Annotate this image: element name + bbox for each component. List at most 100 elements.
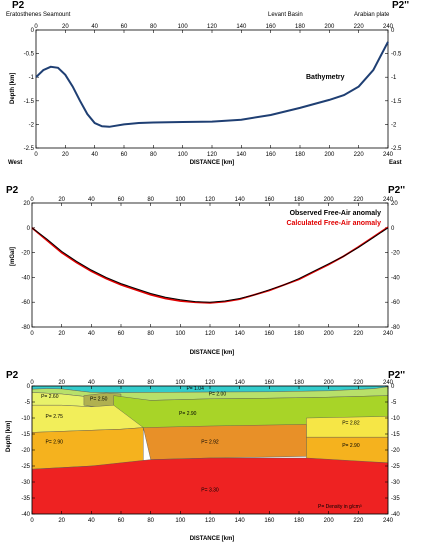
- density-layer-label-8: P= 2.92: [201, 440, 219, 446]
- bathy-xtick-top-label: 200: [324, 24, 335, 30]
- gravity-panel: P2 P2'' 0 20 40 60 80 100 120 140 160 180 200 220 24…: [6, 185, 405, 356]
- model-x-ticks-bottom: 0 20 40 60 80 100 120 140 160 180 200 220 240: [30, 511, 394, 524]
- bathy-ytick-left-label: -1: [29, 75, 35, 81]
- density-layer-label-7: P= 2.90: [46, 440, 64, 446]
- density-layer-label-6: P= 2.82: [342, 420, 360, 426]
- model-xtick-bottom-label: 0: [30, 518, 34, 524]
- model-ytick-left-label: -5: [25, 400, 31, 406]
- bathy-ytick-left-label: -2.5: [24, 146, 35, 152]
- grav-xtick-bottom-label: 120: [205, 331, 216, 337]
- grav-xtick-top-label: 140: [235, 197, 246, 203]
- bathy-plot-frame: [35, 29, 389, 149]
- model-xtick-top-label: 60: [118, 380, 125, 386]
- density-panel: P2 P2'' P= 1.04 P= 2.00 P= 2.60 P= 2.50 P= 2…: [6, 370, 405, 542]
- grav-xtick-bottom-label: 20: [58, 331, 65, 337]
- bathy-ytick-right-label: -2.5: [391, 146, 402, 152]
- bathy-xtick-bottom-label: 40: [91, 152, 98, 158]
- bathy-xtick-top-label: 160: [266, 24, 277, 30]
- bathy-ytick-left-label: 0: [31, 28, 35, 34]
- bathy-end-left: West: [8, 160, 22, 166]
- grav-xtick-top-label: 60: [118, 197, 125, 203]
- bathy-corner-right: P2'': [392, 0, 409, 11]
- model-ytick-left-label: 0: [27, 384, 31, 390]
- grav-xtick-top-label: 180: [294, 197, 305, 203]
- grav-ytick-right-label: -40: [391, 275, 400, 281]
- density-layer-labels: P= 1.04 P= 2.00 P= 2.60 P= 2.50 P= 2.90 P= 2.…: [41, 386, 360, 494]
- bathy-y-axis-label: Depth [km]: [10, 73, 16, 104]
- model-xtick-bottom-label: 240: [383, 518, 394, 524]
- grav-xtick-top-label: 220: [353, 197, 364, 203]
- model-ytick-right-label: -40: [391, 512, 400, 518]
- bathy-end-right: East: [389, 160, 402, 166]
- grav-x-axis-label: DISTANCE [km]: [190, 350, 235, 356]
- bathy-ytick-left-label: -0.5: [24, 52, 35, 58]
- bathy-xtick-top-label: 20: [62, 24, 69, 30]
- bathy-xtick-top-label: 240: [383, 24, 394, 30]
- model-xtick-bottom-label: 160: [264, 518, 275, 524]
- model-xtick-top-label: 100: [175, 380, 186, 386]
- model-x-axis-label: DISTANCE [km]: [190, 536, 235, 542]
- bathy-xtick-top-label: 100: [178, 24, 189, 30]
- grav-ytick-right-label: 20: [391, 201, 398, 207]
- grav-ytick-left-label: -20: [21, 251, 30, 257]
- grav-ytick-left-label: 0: [27, 226, 31, 232]
- model-xtick-bottom-label: 200: [324, 518, 335, 524]
- bathy-ytick-right-label: -1.5: [391, 99, 402, 105]
- model-xtick-bottom-label: 100: [175, 518, 186, 524]
- model-xtick-bottom-label: 40: [88, 518, 95, 524]
- model-ytick-left-label: -35: [21, 496, 30, 502]
- bathy-xtick-bottom-label: 180: [295, 152, 306, 158]
- grav-corner-left: P2: [6, 185, 19, 196]
- model-xtick-top-label: 0: [30, 380, 34, 386]
- grav-xtick-top-label: 200: [324, 197, 335, 203]
- bathy-xtick-bottom-label: 20: [62, 152, 69, 158]
- grav-xtick-top-label: 0: [30, 197, 34, 203]
- bathy-ytick-right-label: -1: [391, 75, 397, 81]
- density-layer-label-4: P= 2.90: [179, 411, 197, 417]
- grav-xtick-bottom-label: 100: [175, 331, 186, 337]
- model-ytick-right-label: -20: [391, 448, 400, 454]
- model-ytick-right-label: -35: [391, 496, 400, 502]
- bathy-y-ticks-left: 0 -0.5 -1 -1.5 -2 -2.5: [24, 28, 39, 152]
- model-xtick-top-label: 120: [205, 380, 216, 386]
- model-xtick-bottom-label: 140: [235, 518, 246, 524]
- bathy-ytick-right-label: -0.5: [391, 52, 402, 58]
- bathy-xtick-top-label: 60: [121, 24, 128, 30]
- grav-xtick-top-label: 240: [383, 197, 394, 203]
- grav-xtick-bottom-label: 80: [147, 331, 154, 337]
- bathy-xtick-bottom-label: 160: [266, 152, 277, 158]
- bathy-top-label-levant: Levant Basin: [268, 12, 303, 18]
- grav-xtick-bottom-label: 60: [118, 331, 125, 337]
- grav-xtick-bottom-label: 180: [294, 331, 305, 337]
- model-ytick-right-label: -30: [391, 480, 400, 486]
- model-ytick-right-label: -10: [391, 416, 400, 422]
- grav-xtick-bottom-label: 240: [383, 331, 394, 337]
- model-corner-right: P2'': [388, 370, 405, 381]
- model-xtick-top-label: 160: [264, 380, 275, 386]
- grav-xtick-top-label: 20: [58, 197, 65, 203]
- model-ytick-right-label: -15: [391, 432, 400, 438]
- bathy-xtick-top-label: 40: [91, 24, 98, 30]
- density-layer-label-10: P= 3.30: [201, 488, 219, 494]
- bathy-ytick-right-label: 0: [391, 28, 395, 34]
- grav-ytick-right-label: 0: [391, 226, 395, 232]
- bathy-xtick-bottom-label: 100: [178, 152, 189, 158]
- grav-xtick-bottom-label: 200: [324, 331, 335, 337]
- grav-ytick-right-label: -20: [391, 251, 400, 257]
- bathymetry-line: [35, 41, 389, 128]
- density-layer-label-3: P= 2.50: [90, 396, 108, 402]
- grav-xtick-bottom-label: 160: [264, 331, 275, 337]
- model-corner-left: P2: [6, 370, 19, 381]
- model-ytick-left-label: -25: [21, 464, 30, 470]
- legend-calculated: Calculated Free-Air anomaly: [286, 220, 381, 227]
- model-ytick-left-label: -20: [21, 448, 30, 454]
- grav-xtick-top-label: 40: [88, 197, 95, 203]
- model-ytick-left-label: -30: [21, 480, 30, 486]
- bathy-x-axis-label: DISTANCE [km]: [190, 160, 235, 166]
- density-layer-label-2: P= 2.60: [41, 394, 59, 400]
- grav-xtick-top-label: 120: [205, 197, 216, 203]
- model-ytick-left-label: -40: [21, 512, 30, 518]
- bathy-ytick-left-label: -1.5: [24, 99, 35, 105]
- bathy-top-label-arabian: Arabian plate: [354, 12, 390, 18]
- bathy-ytick-right-label: -2: [391, 122, 397, 128]
